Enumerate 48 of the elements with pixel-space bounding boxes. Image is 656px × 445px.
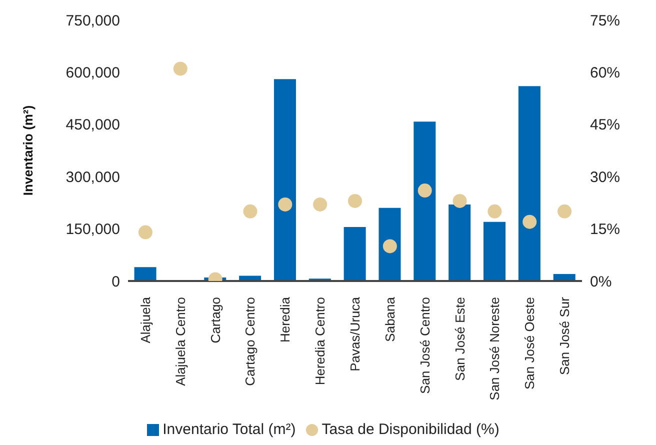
x-tick-label: Heredia (278, 296, 293, 343)
bar (378, 208, 401, 281)
y2-tick-label: 45% (590, 116, 620, 134)
bar (414, 122, 436, 281)
y-tick-label: 600,000 (66, 64, 120, 82)
point (173, 62, 188, 76)
point (278, 197, 292, 212)
y2-tick-label: 60% (590, 64, 620, 82)
x-tick-label: Alajuela Centro (172, 297, 188, 386)
point (418, 184, 432, 198)
bar (518, 86, 540, 281)
x-tick-label: Alajuela (138, 296, 153, 344)
x-tick-label: San José Centro (417, 297, 432, 394)
x-tick-label: San José Sur (557, 296, 572, 376)
x-tick-label: Heredia Centro (312, 297, 328, 386)
x-tick-label: San José Este (452, 297, 468, 381)
bar (344, 227, 366, 281)
x-tick-label: Pavas/Uruca (348, 296, 362, 372)
y2-tick-label: 15% (590, 221, 620, 238)
x-tick-label: Cartago (208, 297, 223, 344)
y-tick-label: 0 (112, 273, 120, 290)
point (313, 197, 328, 212)
y2-tick-label: 30% (590, 168, 620, 186)
point (382, 239, 397, 254)
point (452, 194, 467, 208)
point (558, 204, 572, 218)
y-tick-label: 150,000 (66, 221, 120, 238)
point (348, 194, 362, 208)
y-tick-label: 750,000 (66, 12, 120, 30)
point (488, 204, 502, 218)
y2-tick-label: 75% (590, 12, 620, 30)
legend-label: Inventario Total (m²) (162, 421, 296, 438)
y2-tick-label: 0% (590, 273, 612, 290)
y-tick-label: 450,000 (66, 116, 120, 134)
bar (448, 204, 471, 281)
point (138, 225, 152, 240)
y-tick-label: 300,000 (66, 168, 120, 186)
y-axis-title: Inventario (m²) (20, 105, 36, 196)
x-tick-label: San José Oeste (522, 297, 538, 390)
bar (484, 222, 506, 281)
point (243, 204, 258, 218)
x-tick-label: Cartago Centro (242, 297, 258, 386)
bar (134, 267, 156, 281)
x-tick-label: San José Noreste (487, 297, 502, 400)
bar (274, 79, 296, 281)
point (522, 214, 537, 229)
legend-label: Tasa de Disponibilidad (%) (322, 421, 500, 438)
x-tick-label: Sabana (382, 296, 398, 342)
